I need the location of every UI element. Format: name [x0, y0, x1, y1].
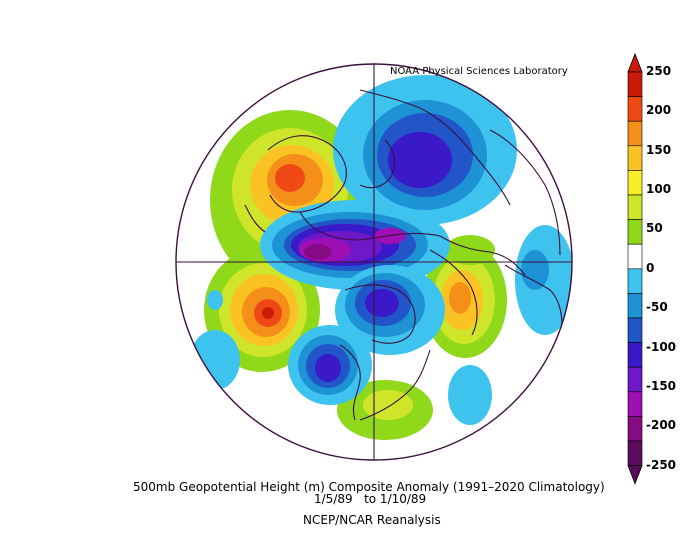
colorbar-band [627, 96, 643, 122]
colorbar-band [627, 243, 643, 270]
colorbar-arrow-bottom [627, 465, 643, 485]
colorbar-band [627, 317, 643, 343]
colorbar-tick-label: -150 [646, 378, 677, 393]
anomaly-ridge-south [337, 380, 433, 440]
colorbar [627, 52, 643, 485]
colorbar-band [627, 219, 643, 245]
anomaly-trough-north [333, 75, 517, 225]
map-title: 500mb Geopotential Height (m) Composite … [133, 480, 605, 494]
colorbar-tick-label: -250 [646, 457, 677, 472]
colorbar-band [627, 71, 643, 97]
date-range: 1/5/89 to 1/10/89 [314, 492, 427, 506]
colorbar-tick-label: -100 [646, 339, 677, 354]
colorbar-tick-label: 250 [646, 64, 672, 78]
colorbar-tick-label: 50 [646, 221, 663, 236]
colorbar-band [627, 194, 643, 220]
colorbar-tick-label: 200 [646, 103, 672, 118]
colorbar-band [627, 391, 643, 417]
coastlines [244, 89, 563, 421]
colorbar-band [627, 366, 643, 393]
colorbar-band [627, 145, 643, 171]
credit-label: NOAA Physical Sciences Laboratory [390, 66, 568, 77]
anomaly-trough-southwest [288, 325, 372, 405]
colorbar-tick-label: 100 [646, 182, 672, 197]
graticule [176, 64, 572, 460]
colorbar-band [627, 440, 643, 466]
anomaly-ridge-north-pacific [204, 248, 320, 372]
colorbar-band [627, 268, 643, 294]
data-source: NCEP/NCAR Reanalysis [303, 513, 441, 527]
colorbar-band [627, 293, 643, 319]
colorbar-tick-label: 150 [646, 142, 672, 157]
colorbar-tick-label: -200 [646, 418, 677, 433]
colorbar-tick-label: 0 [646, 260, 655, 275]
colorbar-arrow-top [627, 52, 643, 73]
map-boundary-circle [175, 63, 573, 461]
colorbar-band [627, 342, 643, 368]
colorbar-band [627, 170, 643, 196]
anomaly-ridge-eurasia [423, 235, 507, 358]
colorbar-band [627, 416, 643, 442]
colorbar-tick-label: -50 [646, 300, 668, 315]
colorbar-band [627, 120, 643, 147]
